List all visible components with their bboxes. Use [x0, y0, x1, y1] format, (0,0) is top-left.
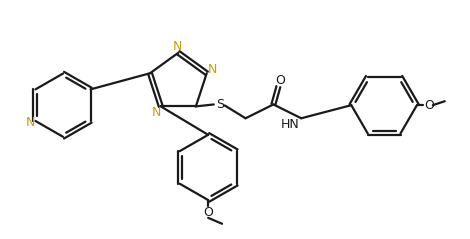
Text: N: N [152, 106, 162, 119]
Text: N: N [172, 40, 182, 53]
Text: O: O [275, 74, 285, 87]
Text: HN: HN [281, 118, 299, 131]
Text: O: O [203, 206, 213, 219]
Text: O: O [424, 99, 434, 112]
Text: N: N [208, 63, 217, 76]
Text: N: N [26, 116, 35, 130]
Text: S: S [216, 98, 224, 111]
